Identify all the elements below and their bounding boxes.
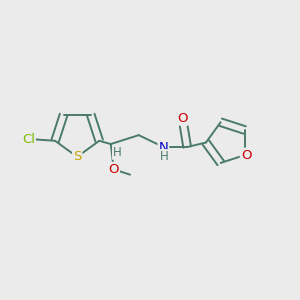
- Text: S: S: [73, 150, 81, 163]
- Text: O: O: [177, 112, 188, 125]
- Text: H: H: [113, 146, 122, 159]
- Text: O: O: [109, 163, 119, 176]
- Text: O: O: [241, 148, 251, 162]
- Text: H: H: [160, 150, 168, 163]
- Text: N: N: [158, 140, 168, 154]
- Text: Cl: Cl: [22, 133, 35, 146]
